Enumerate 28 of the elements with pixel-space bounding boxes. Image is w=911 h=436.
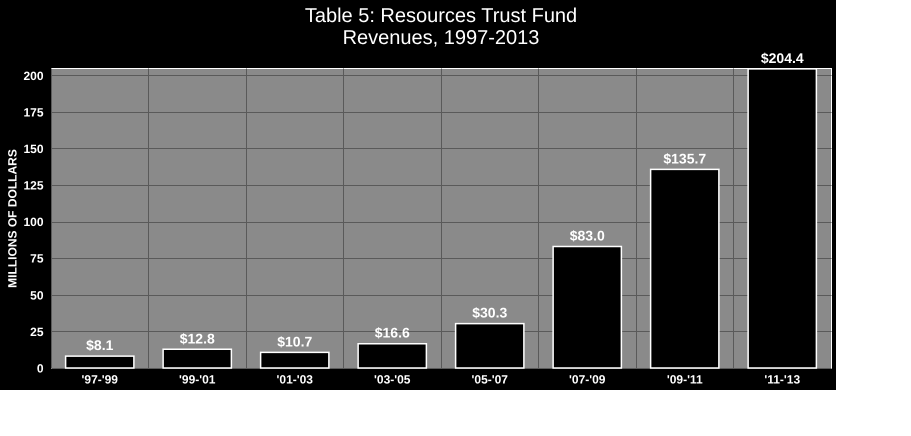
data-label: $12.8 xyxy=(180,330,215,346)
data-label: $83.0 xyxy=(570,228,605,244)
data-label: $10.7 xyxy=(277,333,312,350)
y-tick-label: 100 xyxy=(23,215,44,230)
data-label: $204.4 xyxy=(760,50,804,66)
y-tick-label: 175 xyxy=(23,105,44,120)
y-tick-label: 75 xyxy=(30,252,44,266)
data-label: $8.1 xyxy=(86,337,114,354)
x-tick-label: '11-'13 xyxy=(764,372,800,386)
x-tick-label: '01-'03 xyxy=(276,372,314,386)
text: Revenues, 1997-2013 xyxy=(342,26,540,49)
y-tick-label: 125 xyxy=(23,178,44,193)
x-tick-label: '99-'01 xyxy=(179,372,216,386)
x-tick-label: '07-'09 xyxy=(569,372,606,386)
data-label: $16.6 xyxy=(374,324,410,341)
x-tick-label: '09-'11 xyxy=(666,372,703,386)
y-tick-label: 150 xyxy=(23,142,44,156)
text: Table 5: Resources Trust Fund xyxy=(304,4,578,27)
y-tick-label: 25 xyxy=(30,324,44,339)
data-label: $135.7 xyxy=(663,150,706,166)
x-tick-label: '05-'07 xyxy=(472,372,508,386)
y-tick-label: 200 xyxy=(23,68,44,83)
x-tick-label: '97-'99 xyxy=(82,372,118,386)
x-tick-label: '03-'05 xyxy=(374,372,411,386)
y-tick-label: 50 xyxy=(30,288,44,302)
y-axis-title: MILLIONS OF DOLLARS xyxy=(5,149,20,288)
data-label: $30.3 xyxy=(472,304,508,321)
y-tick-label: 0 xyxy=(36,362,44,376)
